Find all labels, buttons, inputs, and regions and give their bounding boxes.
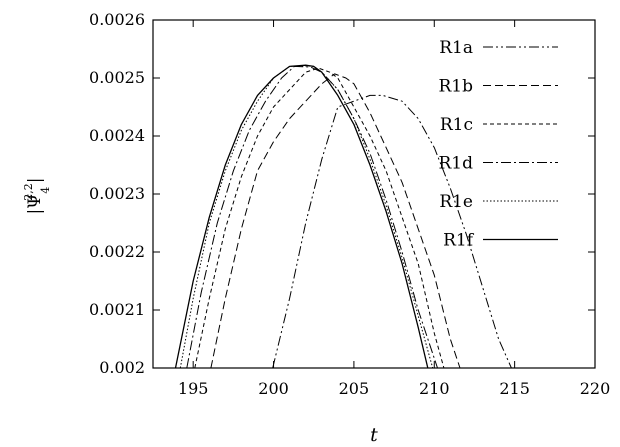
series-line-r1b [210, 73, 461, 368]
legend-label-r1a: R1a [439, 38, 473, 58]
series-line-r1c [194, 67, 445, 368]
y-tick-label: 0.0025 [89, 68, 145, 87]
y-tick-label: 0.0023 [89, 184, 145, 203]
legend-label-r1e: R1e [439, 192, 473, 212]
y-tick-label: 0.002 [99, 358, 145, 377]
y-tick-label: 0.0024 [89, 126, 145, 145]
x-tick-label: 210 [419, 379, 450, 398]
y-tick-label: 0.0026 [89, 10, 145, 29]
series-line-r1f [174, 64, 429, 368]
x-tick-label: 195 [178, 379, 209, 398]
legend-label-r1c: R1c [440, 115, 473, 135]
y-axis-label: |Ψ42,2| [22, 178, 52, 215]
x-tick-label: 200 [258, 379, 289, 398]
series-line-r1e [179, 65, 434, 368]
legend-label-r1b: R1b [439, 77, 474, 97]
x-tick-label: 215 [499, 379, 530, 398]
x-axis-label: t [370, 424, 378, 446]
y-tick-label: 0.0021 [89, 300, 145, 319]
series-line-r1d [186, 65, 438, 368]
series-line-r1a [272, 94, 512, 368]
y-tick-label: 0.0022 [89, 242, 145, 261]
x-tick-label: 205 [339, 379, 370, 398]
plot-frame [152, 19, 596, 369]
x-tick-label: 220 [580, 379, 611, 398]
legend-label-r1f: R1f [443, 231, 475, 251]
legend-label-r1d: R1d [439, 154, 474, 174]
